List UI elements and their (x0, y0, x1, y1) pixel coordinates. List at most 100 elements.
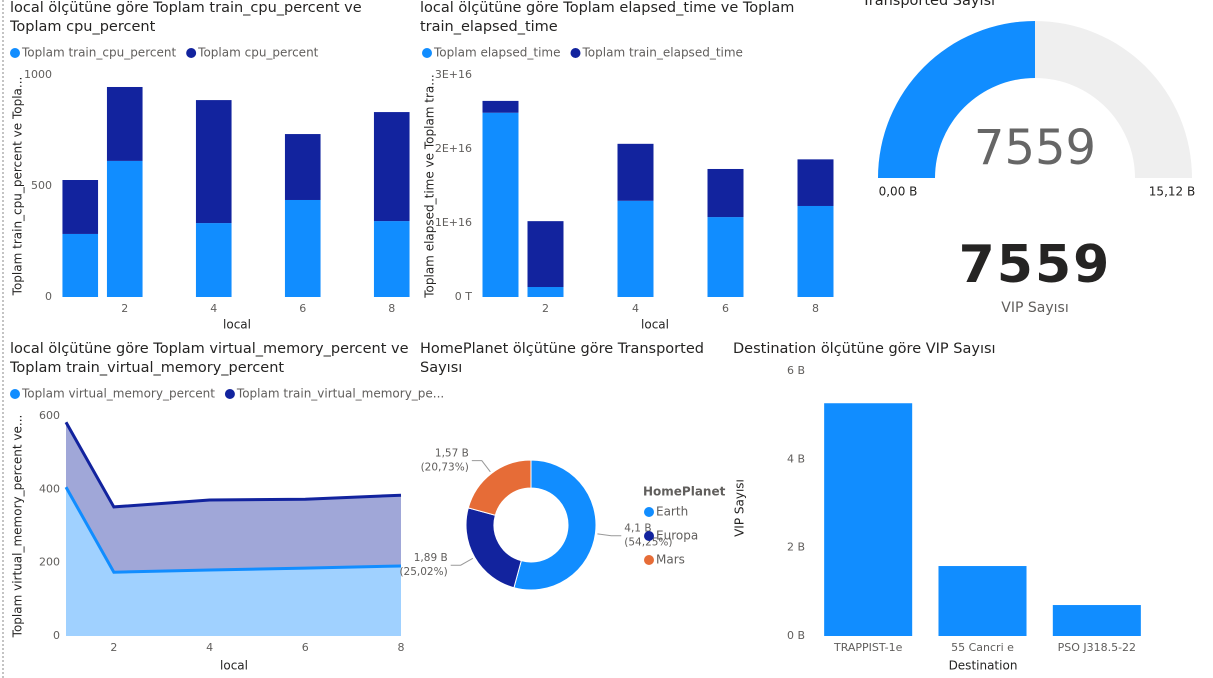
gauge-fill (878, 21, 1035, 178)
chart-title-box: local ölçütüne göre Toplam train_cpu_per… (10, 0, 362, 35)
y-tick-label: 2E+16 (435, 142, 472, 155)
bar-segment (62, 180, 99, 234)
legend-marker (224, 389, 235, 399)
legend-label: Europa (656, 529, 698, 543)
legend-marker (644, 555, 654, 565)
chart-title-box: local ölçütüne göre Toplam elapsed_time … (420, 0, 795, 35)
x-tick-label: 6 (722, 302, 729, 315)
legend-title: HomePlanet (643, 485, 726, 499)
x-tick-label: 8 (812, 302, 819, 315)
y-tick-label: 2 B (787, 541, 805, 554)
line (64, 421, 402, 509)
chart-title: HomePlanet ölçütüne göre Transported Say… (420, 341, 704, 376)
bar-segment (617, 200, 654, 297)
bar-segment (195, 100, 232, 224)
chart-title: Transported Sayısı (862, 0, 996, 9)
leader-line (450, 557, 474, 566)
bar-segment (482, 100, 519, 113)
legend-marker (10, 389, 20, 399)
y-axis-title: VIP Sayısı (733, 479, 747, 537)
legend-label: Earth (656, 505, 688, 519)
x-tick-label: 8 (388, 302, 395, 315)
legend-marker (422, 48, 432, 58)
data-label: 1,57 B (435, 448, 469, 460)
y-tick-label: 0 (53, 629, 60, 642)
legend-label: Mars (656, 553, 685, 567)
legend-label: Toplam train_elapsed_time (582, 46, 743, 60)
y-tick-label: 6 B (787, 364, 805, 377)
x-tick-label: 6 (299, 302, 306, 315)
x-tick-label: 6 (302, 641, 309, 654)
x-tick-label: 8 (398, 641, 405, 654)
bar (938, 566, 1027, 636)
bar-segment (527, 287, 564, 297)
y-tick-label: 500 (31, 179, 52, 192)
y-axis-title: Toplam virtual_memory_percent ve... (11, 415, 25, 639)
leader-line (597, 533, 622, 537)
bar-segment (284, 134, 321, 200)
legend-marker (10, 48, 20, 58)
x-tick-label: 4 (206, 641, 213, 654)
bar (824, 403, 913, 636)
bar-segment (617, 143, 654, 201)
chart-title-box: HomePlanet ölçütüne göre Transported Say… (420, 341, 704, 376)
data-label: 4,1 B (624, 523, 651, 535)
legend-marker (186, 48, 197, 58)
y-tick-label: 0 T (455, 290, 472, 303)
legend-label: Toplam virtual_memory_percent (21, 387, 215, 401)
bar-segment (106, 160, 143, 297)
legend-marker (570, 48, 581, 58)
chart-title: Destination ölçütüne göre VIP Sayısı (733, 341, 996, 357)
donut-slice (513, 459, 597, 591)
x-tick-label: 2 (542, 302, 549, 315)
legend-marker (644, 531, 654, 541)
donut-slice (465, 507, 522, 589)
bar-segment (707, 168, 744, 218)
bar-segment (527, 221, 564, 288)
card-label: VIP Sayısı (1001, 300, 1068, 316)
x-tick-label: 2 (110, 641, 117, 654)
area-underlay (66, 487, 401, 636)
x-axis-title: local (641, 318, 669, 332)
bar-segment (707, 217, 744, 297)
bar-segment (284, 199, 321, 297)
chart-title-box: local ölçütüne göre Toplam virtual_memor… (10, 341, 409, 376)
legend-label: Toplam elapsed_time (433, 46, 561, 60)
legend-label: Toplam cpu_percent (197, 46, 319, 60)
data-label-percent: (54,25%) (624, 537, 672, 549)
legend-marker (644, 507, 654, 517)
bar-segment (106, 86, 143, 161)
x-axis-title: local (220, 659, 248, 673)
chart-title-box: Transported Sayısı (862, 0, 996, 9)
legend-label: Toplam train_cpu_percent (21, 46, 176, 60)
y-tick-label: 400 (39, 482, 60, 495)
y-tick-label: 0 (45, 290, 52, 303)
y-tick-label: 3E+16 (435, 68, 472, 81)
bar-segment (373, 221, 410, 297)
y-axis-title: Toplam elapsed_time ve Toplam tra... (423, 74, 437, 298)
line (64, 486, 402, 574)
y-tick-label: 1000 (24, 68, 52, 81)
bar-segment (797, 205, 834, 297)
x-tick-label: 2 (121, 302, 128, 315)
x-tick-label: 4 (632, 302, 639, 315)
bar (1052, 605, 1141, 636)
x-tick-label: 55 Cancri e (951, 641, 1014, 654)
bar-segment (797, 159, 834, 206)
gauge-max: 15,12 B (1149, 185, 1195, 199)
bar-segment (373, 112, 410, 222)
chart-title: local ölçütüne göre Toplam train_cpu_per… (10, 0, 362, 35)
bar-segment (62, 233, 99, 297)
leader-line (471, 460, 491, 473)
chart-title-box: Destination ölçütüne göre VIP Sayısı (733, 341, 996, 357)
data-label: 1,89 B (414, 552, 448, 564)
data-label-percent: (20,73%) (421, 462, 469, 474)
y-tick-label: 4 B (787, 452, 805, 465)
legend-label: Toplam train_virtual_memory_pe... (236, 387, 444, 401)
chart-title: local ölçütüne göre Toplam elapsed_time … (420, 0, 795, 35)
data-label-percent: (25,02%) (399, 566, 447, 578)
bar-segment (195, 223, 232, 297)
y-tick-label: 1E+16 (435, 216, 472, 229)
x-tick-label: TRAPPIST-1e (833, 641, 903, 654)
